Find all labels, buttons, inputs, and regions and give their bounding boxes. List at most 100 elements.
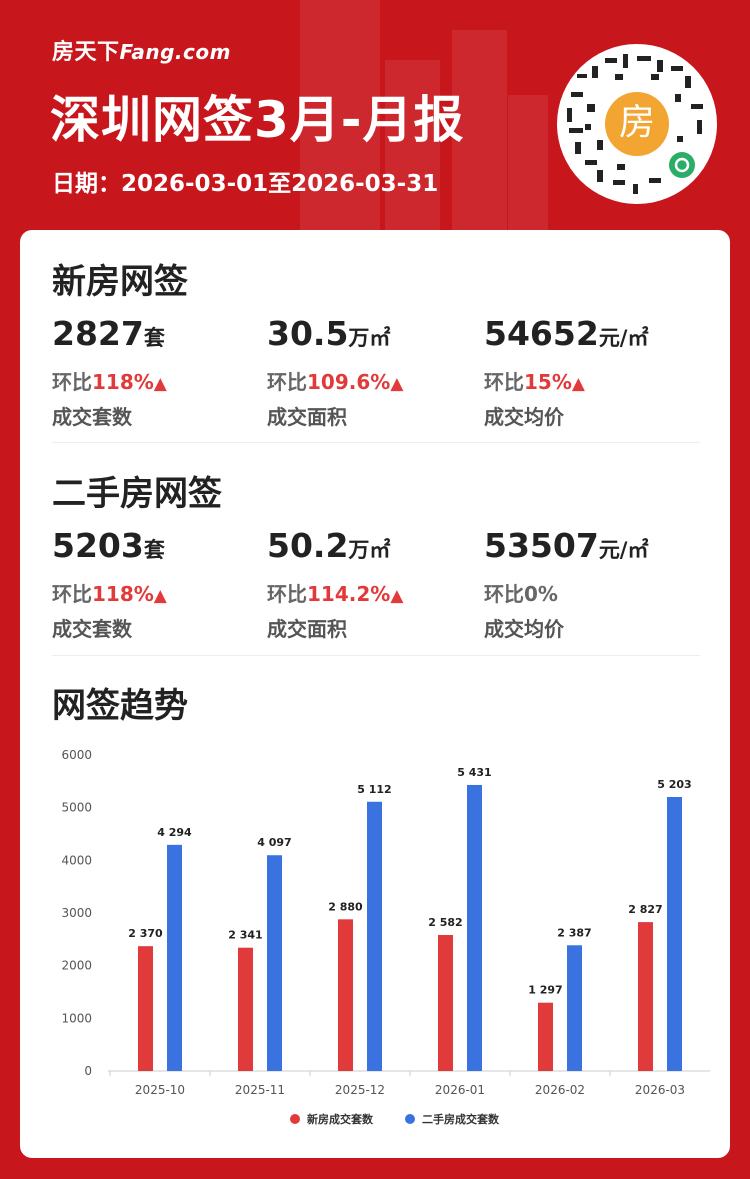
bar-new-2026-03 (638, 922, 653, 1071)
change-label: 环比 (484, 370, 524, 394)
change-value: 118% (92, 582, 154, 606)
page-title: 深圳网签3月-月报 (50, 91, 465, 149)
data-label: 2 582 (428, 916, 462, 929)
bar-second-2026-03 (667, 796, 682, 1071)
data-label: 2 827 (628, 903, 662, 916)
stat-label: 成交均价 (484, 405, 564, 429)
stat-value: 50.2 (267, 526, 349, 565)
change-label: 环比 (52, 370, 92, 394)
bar-second-2025-10 (167, 844, 182, 1071)
building-decoration (508, 95, 548, 230)
x-tick-label: 2026-02 (535, 1083, 585, 1097)
divider (52, 442, 700, 443)
stat-label: 成交均价 (484, 617, 564, 641)
data-label: 5 431 (457, 766, 491, 779)
qr-logo: 房 (605, 92, 669, 156)
logo-en: Fang.com (119, 40, 231, 64)
bar-second-2025-12 (367, 801, 382, 1071)
stat-label: 成交面积 (267, 617, 347, 641)
date-line: 日期：2026-03-01至2026-03-31 (52, 164, 438, 198)
bar-new-2025-11 (238, 947, 253, 1071)
y-tick-label: 1000 (61, 1011, 92, 1025)
y-tick-label: 4000 (61, 853, 92, 867)
y-tick-label: 0 (84, 1064, 92, 1078)
second-house-count-stat: 5203套 环比118%▲ 成交套数 (52, 526, 262, 642)
up-arrow-icon: ▲ (153, 374, 167, 394)
trend-title: 网签趋势 (52, 686, 188, 726)
y-tick-label: 5000 (61, 801, 92, 815)
up-arrow-icon: ▲ (571, 374, 585, 394)
stat-value: 5203 (52, 526, 144, 565)
building-decoration (385, 60, 440, 230)
stat-value: 53507 (484, 526, 599, 565)
change-value: 118% (92, 370, 154, 394)
bar-new-2026-01 (438, 935, 453, 1071)
legend-marker (290, 1114, 300, 1124)
building-decoration (300, 0, 380, 230)
y-tick-label: 3000 (61, 906, 92, 920)
data-label: 5 203 (657, 778, 691, 791)
change-value: 109.6% (307, 370, 391, 394)
change-label: 环比 (267, 582, 307, 606)
second-house-price-stat: 53507元/㎡ 环比0% 成交均价 (484, 526, 694, 642)
building-decoration (452, 30, 507, 230)
stat-unit: 套 (143, 538, 165, 562)
qr-pattern-icon (567, 54, 703, 194)
x-tick-label: 2026-03 (635, 1083, 685, 1097)
legend-marker (405, 1114, 415, 1124)
new-house-area-stat: 30.5万㎡ 环比109.6%▲ 成交面积 (267, 314, 477, 430)
date-range: 2026-03-01至2026-03-31 (121, 171, 439, 197)
x-tick-label: 2026-01 (435, 1083, 485, 1097)
y-tick-label: 2000 (61, 959, 92, 973)
stat-value: 2827 (52, 314, 144, 353)
change-value: 15% (524, 370, 572, 394)
x-tick-label: 2025-12 (335, 1083, 385, 1097)
stat-unit: 元/㎡ (598, 326, 649, 350)
qr-code[interactable]: 房 (557, 44, 717, 204)
report-card: 新房网签 2827套 环比118%▲ 成交套数 30.5万㎡ 环比109.6%▲… (20, 230, 730, 1158)
stat-label: 成交面积 (267, 405, 347, 429)
data-label: 2 880 (328, 900, 363, 913)
legend-label: 二手房成交套数 (422, 1112, 500, 1126)
up-arrow-icon: ▲ (153, 586, 167, 606)
change-value: 0% (524, 582, 558, 606)
bar-new-2026-02 (538, 1002, 553, 1071)
stat-value: 30.5 (267, 314, 349, 353)
mini-program-icon (669, 152, 695, 178)
date-label: 日期： (52, 171, 121, 197)
data-label: 4 097 (257, 836, 291, 849)
data-label: 2 370 (128, 927, 163, 940)
legend-label: 新房成交套数 (307, 1112, 374, 1126)
stat-unit: 套 (143, 326, 165, 350)
second-house-area-stat: 50.2万㎡ 环比114.2%▲ 成交面积 (267, 526, 477, 642)
stat-label: 成交套数 (52, 617, 132, 641)
second-house-title: 二手房网签 (52, 474, 222, 514)
stat-unit: 万㎡ (348, 538, 391, 562)
y-tick-label: 6000 (61, 748, 92, 762)
logo-cn: 房天下 (52, 40, 120, 65)
bar-new-2025-10 (138, 946, 153, 1071)
data-label: 4 294 (157, 826, 192, 839)
change-label: 环比 (267, 370, 307, 394)
up-arrow-icon: ▲ (390, 374, 404, 394)
new-house-title: 新房网签 (52, 262, 188, 302)
up-arrow-icon: ▲ (390, 586, 404, 606)
change-label: 环比 (484, 582, 524, 606)
data-label: 5 112 (357, 783, 391, 796)
change-value: 114.2% (307, 582, 391, 606)
data-label: 1 297 (528, 984, 562, 997)
fang-logo: 房天下Fang.com (52, 34, 231, 66)
data-label: 2 387 (557, 926, 591, 939)
stat-unit: 元/㎡ (598, 538, 649, 562)
bar-second-2025-11 (267, 855, 282, 1071)
new-house-price-stat: 54652元/㎡ 环比15%▲ 成交均价 (484, 314, 694, 430)
x-tick-label: 2025-11 (235, 1083, 285, 1097)
new-house-count-stat: 2827套 环比118%▲ 成交套数 (52, 314, 262, 430)
change-label: 环比 (52, 582, 92, 606)
data-label: 2 341 (228, 929, 262, 942)
bar-second-2026-02 (567, 945, 582, 1071)
stat-unit: 万㎡ (348, 326, 391, 350)
trend-bar-chart: 0 1000 2000 3000 4000 5000 6000 2 370 4 294 2025-… (61, 748, 710, 1126)
header: 房天下Fang.com 深圳网签3月-月报 日期：2026-03-01至2026… (0, 0, 750, 230)
stat-value: 54652 (484, 314, 599, 353)
